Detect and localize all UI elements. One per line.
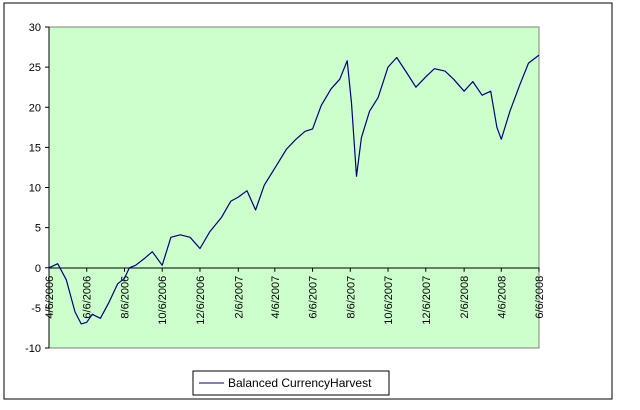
x-axis-ticks: 4/6/2006 6/6/2006 8/6/2006 10/6/2006 12/6/20… — [44, 267, 546, 325]
y-tick-label: 0 — [35, 263, 41, 275]
series-line — [48, 54, 540, 325]
legend-label: Balanced CurrencyHarvest — [228, 376, 372, 390]
y-axis-ticks: -10 -5 0 5 10 15 20 25 30 — [25, 22, 49, 355]
y-tick-label: 5 — [35, 223, 41, 235]
y-tick-label: 20 — [29, 102, 41, 114]
x-tick-label: 2/6/2007 — [233, 276, 245, 319]
x-tick-label: 12/6/2006 — [195, 276, 207, 325]
x-tick-label: 8/6/2007 — [345, 276, 357, 319]
x-tick-label: 10/6/2007 — [383, 276, 395, 325]
y-tick-label: -5 — [31, 303, 41, 315]
x-tick-label: 12/6/2007 — [421, 276, 433, 325]
x-tick-label: 10/6/2006 — [157, 276, 169, 325]
legend-box — [192, 370, 390, 396]
y-tick-label: -10 — [25, 343, 41, 355]
chart-border — [3, 2, 613, 400]
x-tick-label: 4/6/2007 — [270, 276, 282, 319]
x-tick-label: 6/6/2008 — [534, 276, 546, 319]
x-tick-label: 6/6/2006 — [82, 276, 94, 319]
x-tick-label: 4/6/2008 — [496, 276, 508, 319]
y-tick-label: 30 — [29, 22, 41, 34]
y-tick-label: 25 — [29, 62, 41, 74]
x-tick-label: 2/6/2008 — [459, 276, 471, 319]
series-layer — [48, 54, 540, 325]
x-tick-label: 4/6/2006 — [44, 276, 56, 319]
y-tick-label: 15 — [29, 142, 41, 154]
y-tick-label: 10 — [29, 183, 41, 195]
legend: Balanced CurrencyHarvest — [192, 370, 390, 396]
x-tick-label: 6/6/2007 — [308, 276, 320, 319]
x-tick-label: 8/6/2006 — [119, 276, 131, 319]
plot-area — [48, 26, 540, 349]
